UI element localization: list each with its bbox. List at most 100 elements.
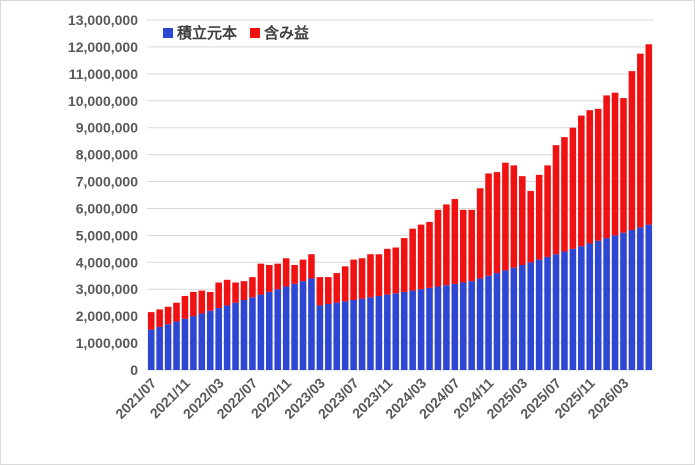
bar-unrealized-gain	[164, 306, 172, 325]
bar-unrealized-gain	[392, 247, 400, 294]
bar-unrealized-gain	[265, 265, 273, 292]
bar-principal	[527, 262, 535, 370]
bar-principal	[645, 224, 653, 370]
bar-unrealized-gain	[535, 174, 543, 260]
bar-principal	[299, 281, 307, 370]
bar-principal	[147, 329, 155, 370]
y-tick-label: 8,000,000	[76, 147, 138, 163]
bar-unrealized-gain	[274, 263, 282, 290]
y-tick-label: 7,000,000	[76, 174, 138, 190]
bar-principal	[274, 289, 282, 370]
bar-principal	[518, 265, 526, 370]
bar-principal	[181, 318, 189, 370]
bar-principal	[620, 232, 627, 370]
bar-principal	[611, 235, 619, 370]
legend-swatch-unrealized-gain	[250, 28, 260, 38]
bars	[147, 44, 653, 370]
y-tick-label: 0	[130, 362, 138, 378]
bar-unrealized-gain	[443, 204, 450, 286]
bar-unrealized-gain	[569, 127, 577, 249]
bar-unrealized-gain	[367, 254, 374, 298]
bar-unrealized-gain	[417, 224, 425, 290]
bar-principal	[358, 298, 366, 370]
legend: 積立元本 含み益	[163, 24, 309, 42]
bar-principal	[223, 305, 231, 370]
bar-principal	[316, 305, 324, 370]
bar-unrealized-gain	[147, 312, 155, 330]
bar-principal	[350, 300, 357, 370]
bar-unrealized-gain	[510, 165, 518, 268]
bar-unrealized-gain	[190, 291, 197, 317]
bar-unrealized-gain	[240, 281, 248, 300]
bar-principal	[232, 302, 239, 370]
bar-principal	[190, 316, 197, 370]
bar-unrealized-gain	[400, 238, 408, 292]
bar-unrealized-gain	[552, 145, 560, 255]
bar-principal	[206, 310, 214, 370]
bar-principal	[392, 293, 400, 370]
x-axis-ticks: 2021/072021/112022/032022/072022/112023/…	[112, 375, 632, 422]
bar-unrealized-gain	[426, 221, 433, 288]
bar-principal	[164, 324, 172, 370]
bar-unrealized-gain	[299, 259, 307, 282]
bar-unrealized-gain	[409, 228, 416, 291]
bar-principal	[637, 227, 644, 370]
bar-unrealized-gain	[637, 53, 644, 228]
bar-unrealized-gain	[333, 273, 341, 303]
bar-principal	[569, 248, 577, 370]
bar-unrealized-gain	[232, 282, 239, 303]
bar-principal	[265, 291, 273, 370]
bar-unrealized-gain	[434, 209, 442, 287]
bar-principal	[198, 313, 206, 370]
bar-unrealized-gain	[173, 302, 180, 322]
bar-principal	[341, 301, 349, 370]
bar-principal	[409, 290, 416, 370]
grid-lines	[147, 19, 653, 371]
y-tick-label: 11,000,000	[69, 66, 139, 82]
bar-unrealized-gain	[561, 137, 568, 252]
bar-unrealized-gain	[325, 277, 332, 305]
bar-principal	[434, 286, 442, 370]
bar-unrealized-gain	[628, 71, 636, 231]
bar-principal	[502, 270, 509, 370]
bar-principal	[468, 281, 475, 370]
bar-principal	[282, 286, 290, 370]
bar-unrealized-gain	[350, 259, 357, 300]
bar-principal	[417, 289, 425, 370]
bar-principal	[240, 300, 248, 370]
bar-principal	[594, 240, 602, 370]
bar-principal	[367, 297, 374, 370]
y-tick-label: 6,000,000	[76, 200, 138, 216]
bar-principal	[493, 273, 501, 370]
bar-unrealized-gain	[206, 291, 214, 311]
bar-unrealized-gain	[518, 176, 526, 265]
bar-unrealized-gain	[291, 265, 298, 284]
bar-principal	[510, 267, 518, 370]
bar-principal	[249, 297, 256, 370]
bar-principal	[451, 283, 459, 370]
bar-principal	[628, 230, 636, 370]
bar-unrealized-gain	[620, 98, 627, 233]
y-tick-label: 12,000,000	[68, 39, 138, 55]
bar-unrealized-gain	[308, 254, 315, 279]
bar-principal	[325, 304, 332, 370]
bar-unrealized-gain	[594, 108, 602, 241]
bar-unrealized-gain	[215, 282, 222, 309]
bar-principal	[308, 278, 315, 370]
bar-unrealized-gain	[198, 290, 206, 314]
bar-unrealized-gain	[223, 279, 231, 306]
bar-unrealized-gain	[375, 254, 383, 296]
legend-label-principal: 積立元本	[176, 24, 237, 42]
bar-unrealized-gain	[544, 165, 551, 257]
bar-unrealized-gain	[358, 258, 366, 299]
bar-unrealized-gain	[586, 110, 594, 244]
bar-principal	[333, 302, 341, 370]
bar-principal	[257, 294, 265, 370]
bar-principal	[156, 326, 163, 370]
y-tick-label: 13,000,000	[68, 12, 138, 28]
legend-swatch-principal	[163, 28, 173, 38]
bar-principal	[375, 295, 383, 370]
bar-principal	[443, 285, 450, 370]
bar-unrealized-gain	[282, 258, 290, 287]
bar-principal	[552, 254, 560, 370]
